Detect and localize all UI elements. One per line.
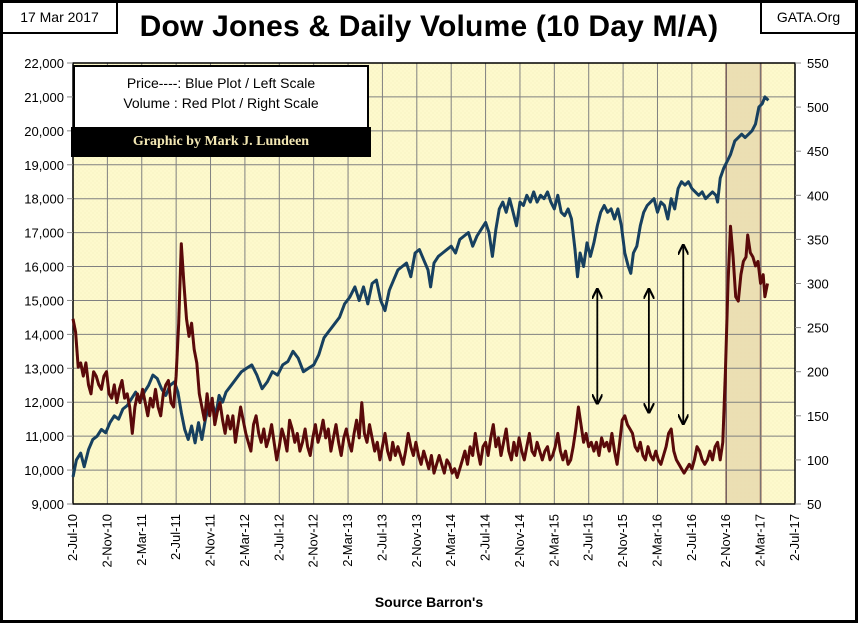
x-axis-tick-label: 2-Mar-14 — [443, 514, 458, 567]
volume-series-line — [71, 224, 769, 479]
x-axis-tick-label: 2-Jul-12 — [271, 514, 286, 561]
x-axis-tick-label: 2-Nov-13 — [409, 514, 424, 567]
left-axis-tick-label: 13,000 — [24, 361, 64, 376]
right-axis-tick-label: 150 — [807, 409, 829, 424]
right-axis-tick-label: 100 — [807, 453, 829, 468]
left-axis-tick-label: 20,000 — [24, 124, 64, 139]
right-axis-tick-label: 450 — [807, 144, 829, 159]
date-stamp: 17 Mar 2017 — [3, 3, 118, 34]
credit-label: Graphic by Mark J. Lundeen — [71, 127, 371, 157]
left-axis-tick-label: 21,000 — [24, 90, 64, 105]
x-axis-tick-label: 2-Jul-13 — [374, 514, 389, 561]
brand-label: GATA.Org — [760, 3, 855, 34]
series-lines — [71, 95, 770, 479]
right-axis-tick-label: 300 — [807, 277, 829, 292]
x-axis-tick-label: 2-Jul-10 — [65, 514, 80, 561]
x-axis-tick-label: 2-Nov-10 — [99, 514, 114, 567]
right-axis-tick-label: 200 — [807, 365, 829, 380]
x-axis-tick-label: 2-Nov-15 — [615, 514, 630, 567]
left-axis-tick-label: 12,000 — [24, 395, 64, 410]
x-axis-tick-label: 2-Nov-12 — [306, 514, 321, 567]
right-axis-tick-label: 250 — [807, 321, 829, 336]
legend-box: Price----: Blue Plot / Left Scale Volume… — [73, 65, 369, 127]
x-axis-tick-label: 2-Mar-11 — [134, 514, 149, 566]
highlight-band-layer — [725, 63, 762, 504]
left-axis-tick-label: 10,000 — [24, 463, 64, 478]
left-axis-tick-label: 22,000 — [24, 56, 64, 71]
x-axis-tick-label: 2-Jul-17 — [787, 514, 802, 561]
right-axis-tick-label: 350 — [807, 232, 829, 247]
x-axis-tick-label: 2-Nov-16 — [718, 514, 733, 567]
left-axis-tick-label: 15,000 — [24, 293, 64, 308]
legend-volume-entry: Volume : Red Plot / Right Scale — [123, 95, 319, 111]
right-axis-tick-label: 50 — [807, 497, 821, 512]
highlight-band — [726, 63, 761, 504]
right-axis-tick-label: 550 — [807, 56, 829, 71]
legend-price-entry: Price----: Blue Plot / Left Scale — [126, 75, 316, 91]
x-axis-tick-label: 2-Mar-13 — [340, 514, 355, 567]
x-axis-title: Source Barron's — [374, 594, 484, 610]
x-axis-tick-label: 2-Jul-15 — [581, 514, 596, 561]
left-axis-tick-label: 17,000 — [24, 226, 64, 241]
right-axis-labels: 50 100 150 200 250 300 350 400 450 500 550 — [807, 56, 829, 512]
left-axis-tick-label: 19,000 — [24, 158, 64, 173]
left-axis-tick-label: 14,000 — [24, 327, 64, 342]
left-axis-labels: 9,000 10,000 11,000 12,000 13,000 14,000 15,00… — [24, 56, 64, 512]
left-axis-tick-label: 16,000 — [24, 260, 64, 275]
x-axis-tick-label: 2-Jul-11 — [168, 514, 183, 560]
annotation-arrows — [597, 246, 683, 423]
left-axis-tick-label: 11,000 — [25, 429, 64, 444]
right-axis-tick-label: 500 — [807, 100, 829, 115]
x-axis-tick-label: 2-Jul-16 — [684, 514, 699, 561]
chart-title: Dow Jones & Daily Volume (10 Day M/A) — [139, 10, 719, 43]
x-axis-tick-label: 2-Nov-11 — [203, 514, 218, 567]
x-axis-tick-label: 2-Nov-14 — [512, 514, 527, 567]
x-axis-tick-label: 2-Jul-14 — [478, 514, 493, 561]
x-axis-tick-label: 2-Mar-17 — [753, 514, 768, 567]
price-series-line — [71, 95, 770, 478]
x-axis-tick-label: 2-Mar-15 — [546, 514, 561, 567]
axes — [67, 62, 801, 505]
x-axis-tick-label: 2-Mar-12 — [237, 514, 252, 567]
x-axis-tick-label: 2-Mar-16 — [649, 514, 664, 567]
left-axis-tick-label: 9,000 — [31, 497, 64, 512]
left-axis-tick-label: 18,000 — [24, 192, 64, 207]
right-axis-tick-label: 400 — [807, 188, 829, 203]
x-axis-labels: 2-Jul-10 2-Nov-10 2-Mar-11 2-Jul-11 2-Nov-11… — [65, 514, 802, 567]
